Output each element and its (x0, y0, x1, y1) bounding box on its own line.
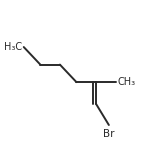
Text: H₃C: H₃C (4, 42, 22, 52)
Text: Br: Br (103, 129, 115, 138)
Text: CH₃: CH₃ (117, 77, 135, 87)
